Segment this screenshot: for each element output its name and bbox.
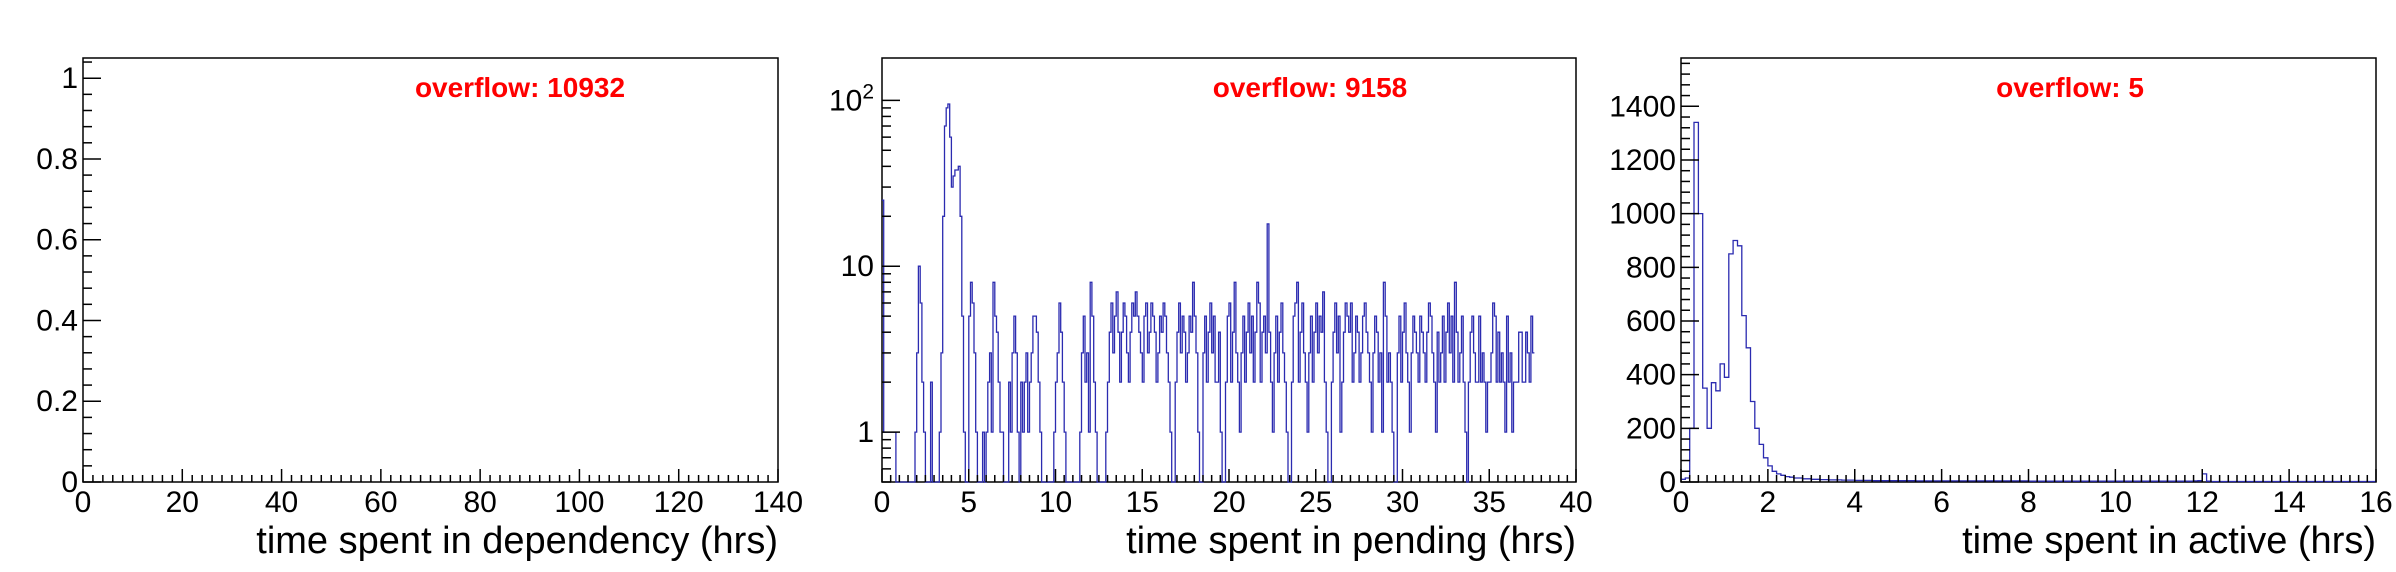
x-tick-label: 2 <box>1760 486 1777 519</box>
x-tick-label: 8 <box>2020 486 2037 519</box>
y-tick-label: 102 <box>829 80 874 117</box>
x-tick-label: 30 <box>1386 486 1419 519</box>
x-tick-label: 140 <box>753 486 803 519</box>
y-tick-label: 200 <box>1626 412 1676 445</box>
y-tick-label: 1000 <box>1609 198 1676 231</box>
x-tick-label: 120 <box>654 486 704 519</box>
y-tick-label: 1 <box>857 416 874 449</box>
x-tick-label: 6 <box>1933 486 1950 519</box>
x-tick-label: 35 <box>1473 486 1506 519</box>
histogram-series <box>882 103 1535 483</box>
x-tick-label: 16 <box>2359 486 2392 519</box>
x-tick-label: 20 <box>166 486 199 519</box>
histogram-series <box>1681 121 2376 483</box>
y-tick-label: 0.4 <box>36 304 78 337</box>
x-tick-label: 10 <box>2099 486 2132 519</box>
x-tick-label: 60 <box>364 486 397 519</box>
panel-pending: 0 5 10 15 20 25 30 35 40 1 10 102 overflow: 9158 ti… <box>829 57 1593 562</box>
x-tick-label: 40 <box>1559 486 1592 519</box>
x-tick-label: 5 <box>960 486 977 519</box>
x-tick-label: 0 <box>75 486 92 519</box>
y-tick-label: 0.8 <box>36 143 78 176</box>
x-tick-label: 14 <box>2272 486 2305 519</box>
panel-dependency: 0 20 40 60 80 100 120 140 0 0.2 0.4 0.6 0.8 1 overflo… <box>36 57 803 562</box>
plot-frame <box>881 57 1577 483</box>
axes: 0 2 4 6 8 10 12 14 16 0 200 400 600 800 1000 1200 1400 <box>1609 62 2393 519</box>
y-tick-label: 800 <box>1626 251 1676 284</box>
y-tick-label: 1 <box>61 62 78 95</box>
y-tick-label: 0 <box>61 466 78 499</box>
x-tick-label: 10 <box>1039 486 1072 519</box>
y-tick-label: 0.2 <box>36 385 78 418</box>
overflow-annotation: overflow: 9158 <box>1213 72 1408 103</box>
x-axis-title: time spent in dependency (hrs) <box>256 520 778 562</box>
x-tick-label: 25 <box>1299 486 1332 519</box>
axes: 0 20 40 60 80 100 120 140 0 0.2 0.4 0.6 0.8 1 <box>36 61 803 519</box>
x-tick-label: 4 <box>1846 486 1863 519</box>
axes: 0 5 10 15 20 25 30 35 40 1 10 102 <box>829 80 1593 519</box>
x-tick-label: 0 <box>1673 486 1690 519</box>
x-tick-label: 100 <box>554 486 604 519</box>
x-tick-label: 12 <box>2186 486 2219 519</box>
x-tick-label: 80 <box>463 486 496 519</box>
y-tick-label: 1400 <box>1609 90 1676 123</box>
overflow-annotation: overflow: 5 <box>1996 72 2144 103</box>
x-axis-title: time spent in active (hrs) <box>1962 520 2376 562</box>
y-tick-label: 0 <box>1659 466 1676 499</box>
y-tick-label: 600 <box>1626 305 1676 338</box>
x-tick-label: 40 <box>265 486 298 519</box>
panel-active: 0 2 4 6 8 10 12 14 16 0 200 400 600 800 1000 1200 1400 o… <box>1609 57 2393 562</box>
x-tick-label: 0 <box>874 486 891 519</box>
plot-frame <box>1680 57 2377 483</box>
y-tick-label: 1200 <box>1609 144 1676 177</box>
x-tick-label: 15 <box>1126 486 1159 519</box>
x-tick-label: 20 <box>1212 486 1245 519</box>
y-tick-label: 10 <box>841 250 874 283</box>
y-tick-label: 0.6 <box>36 224 78 257</box>
y-tick-label: 400 <box>1626 359 1676 392</box>
plot-frame <box>82 57 779 483</box>
overflow-annotation: overflow: 10932 <box>415 72 625 103</box>
x-axis-title: time spent in pending (hrs) <box>1126 520 1576 562</box>
